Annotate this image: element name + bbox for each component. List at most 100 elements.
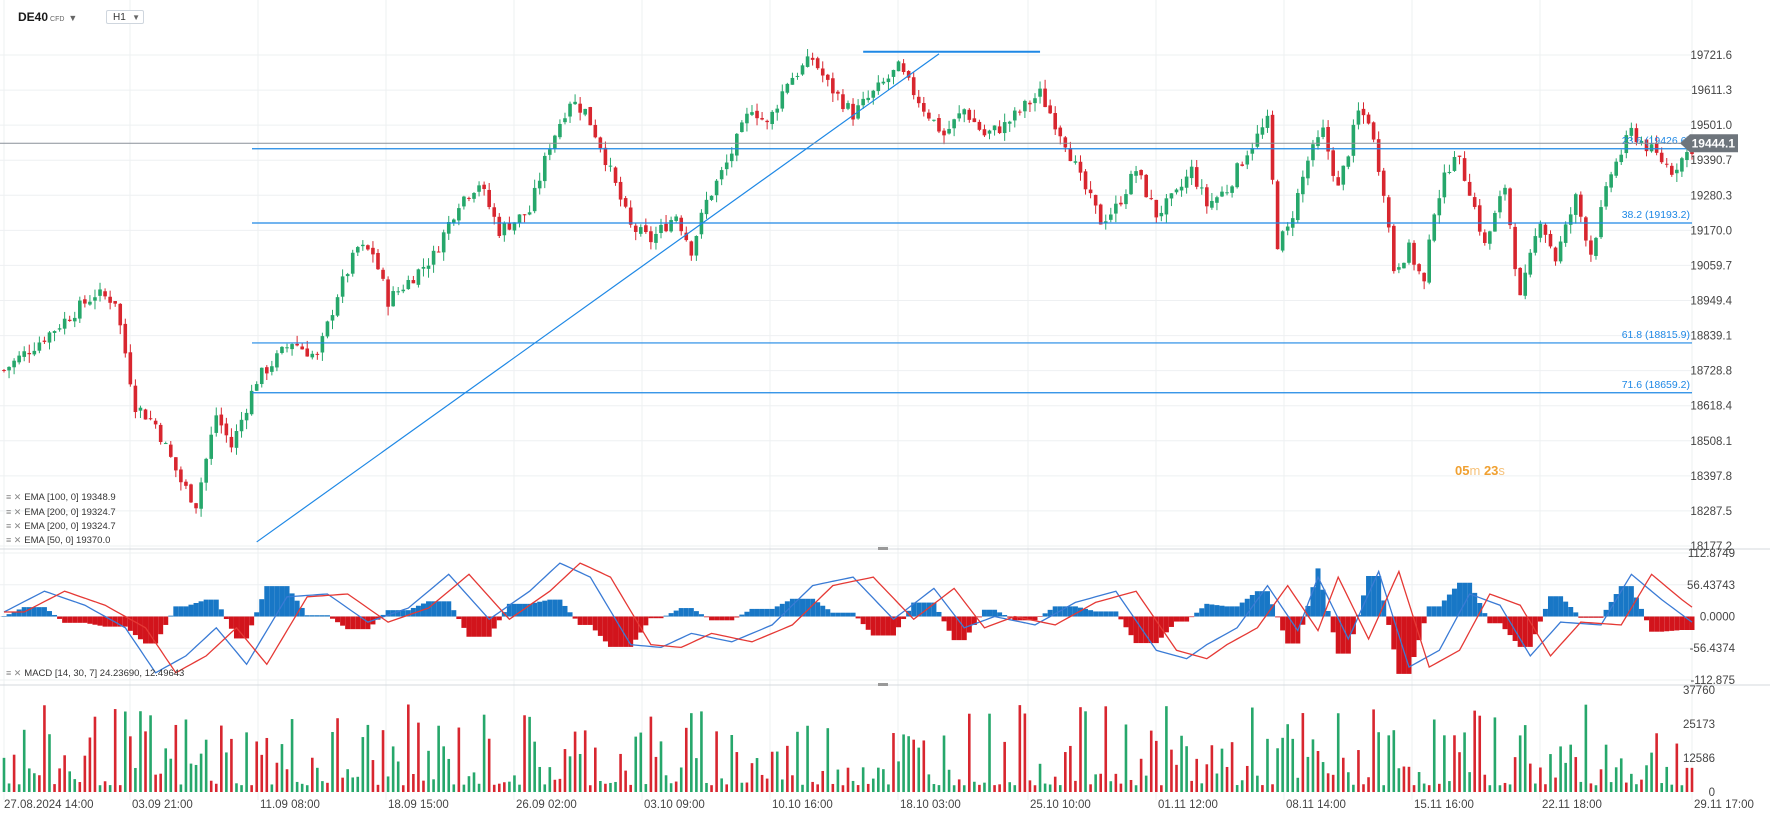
symbol-selector[interactable]: DE40 CFD ▼ — [18, 10, 77, 24]
volume-bar — [48, 734, 51, 792]
candle-body — [451, 219, 456, 223]
volume-bar — [770, 751, 774, 792]
macd-hist-bar — [966, 616, 972, 633]
macd-hist-bar — [1396, 616, 1402, 674]
macd-hist-bar — [1224, 606, 1230, 617]
macd-hist-bar — [511, 603, 517, 617]
candle-body — [800, 65, 805, 75]
volume-bar — [791, 775, 794, 792]
macd-hist-bar — [1603, 609, 1609, 617]
countdown-minutes: 05 — [1455, 463, 1470, 478]
macd-hist-bar — [1067, 606, 1073, 617]
macd-hist-bar — [223, 616, 229, 620]
settings-close-icon[interactable]: ≡ ✕ — [6, 492, 22, 502]
volume-bar — [821, 770, 825, 792]
volume-bar — [533, 741, 536, 792]
settings-close-icon[interactable]: ≡ ✕ — [6, 521, 22, 531]
candle-body — [724, 162, 729, 170]
volume-bar — [1377, 732, 1380, 792]
candle-body — [12, 360, 16, 368]
candle-body — [1215, 197, 1219, 203]
candle-body — [1589, 240, 1593, 255]
candle-body — [194, 503, 198, 509]
candle-body — [957, 113, 961, 119]
volume-bar — [447, 758, 451, 792]
volume-bar — [765, 778, 769, 792]
candle-body — [1639, 140, 1644, 143]
volume-bar — [129, 736, 132, 792]
volume-bar — [523, 715, 526, 792]
candle-body — [1012, 110, 1017, 121]
volume-bar — [674, 781, 678, 792]
volume-bar — [684, 727, 688, 792]
volume-bar — [63, 755, 66, 792]
macd-hist-bar — [1234, 606, 1240, 617]
volume-bar — [528, 716, 531, 792]
legend-ema-100: ≡ ✕ EMA [100, 0] 19348.9 — [6, 492, 116, 503]
symbol-dropdown-icon[interactable]: ▼ — [68, 13, 78, 23]
volume-bar — [1210, 745, 1214, 792]
candle-body — [997, 126, 1002, 134]
volume-bar — [53, 784, 56, 792]
macd-hist-bar — [921, 602, 927, 617]
candle-body — [578, 103, 582, 113]
macd-hist-bar — [153, 616, 159, 644]
macd-axis-tick: -112.875 — [1690, 675, 1735, 687]
volume-bar — [1614, 767, 1618, 792]
volume-bar — [1089, 784, 1092, 792]
candle-body — [1467, 181, 1472, 196]
volume-bar — [1261, 785, 1264, 792]
macd-hist-bar — [840, 612, 846, 617]
candle-body — [689, 241, 694, 256]
volume-bar — [184, 719, 188, 792]
candle-body — [1351, 124, 1356, 156]
last-price-tag — [1680, 134, 1738, 153]
candle-countdown: 05m 23s — [1455, 463, 1505, 478]
settings-close-icon[interactable]: ≡ ✕ — [6, 535, 22, 545]
candle-body — [441, 232, 446, 253]
candle-body — [896, 61, 901, 72]
volume-bar — [503, 782, 506, 792]
volume-bar — [326, 782, 329, 792]
candle-body — [52, 331, 57, 333]
candle-body — [583, 108, 587, 115]
candle-body — [1139, 169, 1143, 176]
candle-body — [123, 323, 128, 354]
macd-hist-bar — [835, 612, 841, 617]
candle-body — [1488, 231, 1492, 244]
volume-bar — [796, 731, 799, 792]
macd-hist-bar — [1027, 616, 1033, 621]
legend-text: EMA [200, 0] 19324.7 — [24, 507, 116, 518]
candle-body — [163, 443, 168, 445]
macd-hist-bar — [658, 616, 664, 619]
volume-bar — [1655, 733, 1658, 792]
volume-bar — [609, 782, 612, 792]
macd-hist-bar — [1537, 616, 1543, 622]
volume-bar — [1579, 781, 1583, 792]
macd-hist-bar — [284, 586, 290, 617]
settings-close-icon[interactable]: ≡ ✕ — [6, 668, 22, 678]
macd-hist-bar — [860, 616, 866, 625]
volume-bar — [73, 779, 77, 792]
volume-bar — [1564, 762, 1567, 792]
macd-hist-bar — [1194, 612, 1200, 617]
candle-body — [906, 71, 911, 78]
candle-body — [1568, 214, 1573, 225]
macd-hist-bar — [880, 616, 886, 636]
macd-hist-bar — [956, 616, 962, 641]
macd-hist-bar — [97, 616, 103, 626]
macd-hist-bar — [193, 602, 199, 617]
timeframe-select[interactable]: H1 ▼ — [106, 10, 144, 24]
macd-hist-bar — [82, 616, 88, 623]
candle-body — [1210, 200, 1214, 208]
macd-hist-bar — [1280, 616, 1286, 631]
settings-close-icon[interactable]: ≡ ✕ — [6, 507, 22, 517]
fib-level-label: 23.6 (19426.6) — [1622, 135, 1690, 147]
volume-bar — [275, 762, 279, 792]
candle-body — [275, 353, 279, 368]
macd-hist-bar — [1527, 616, 1533, 647]
volume-bar — [154, 774, 157, 792]
candle-body — [1280, 231, 1285, 251]
volume-bar — [1134, 785, 1138, 792]
